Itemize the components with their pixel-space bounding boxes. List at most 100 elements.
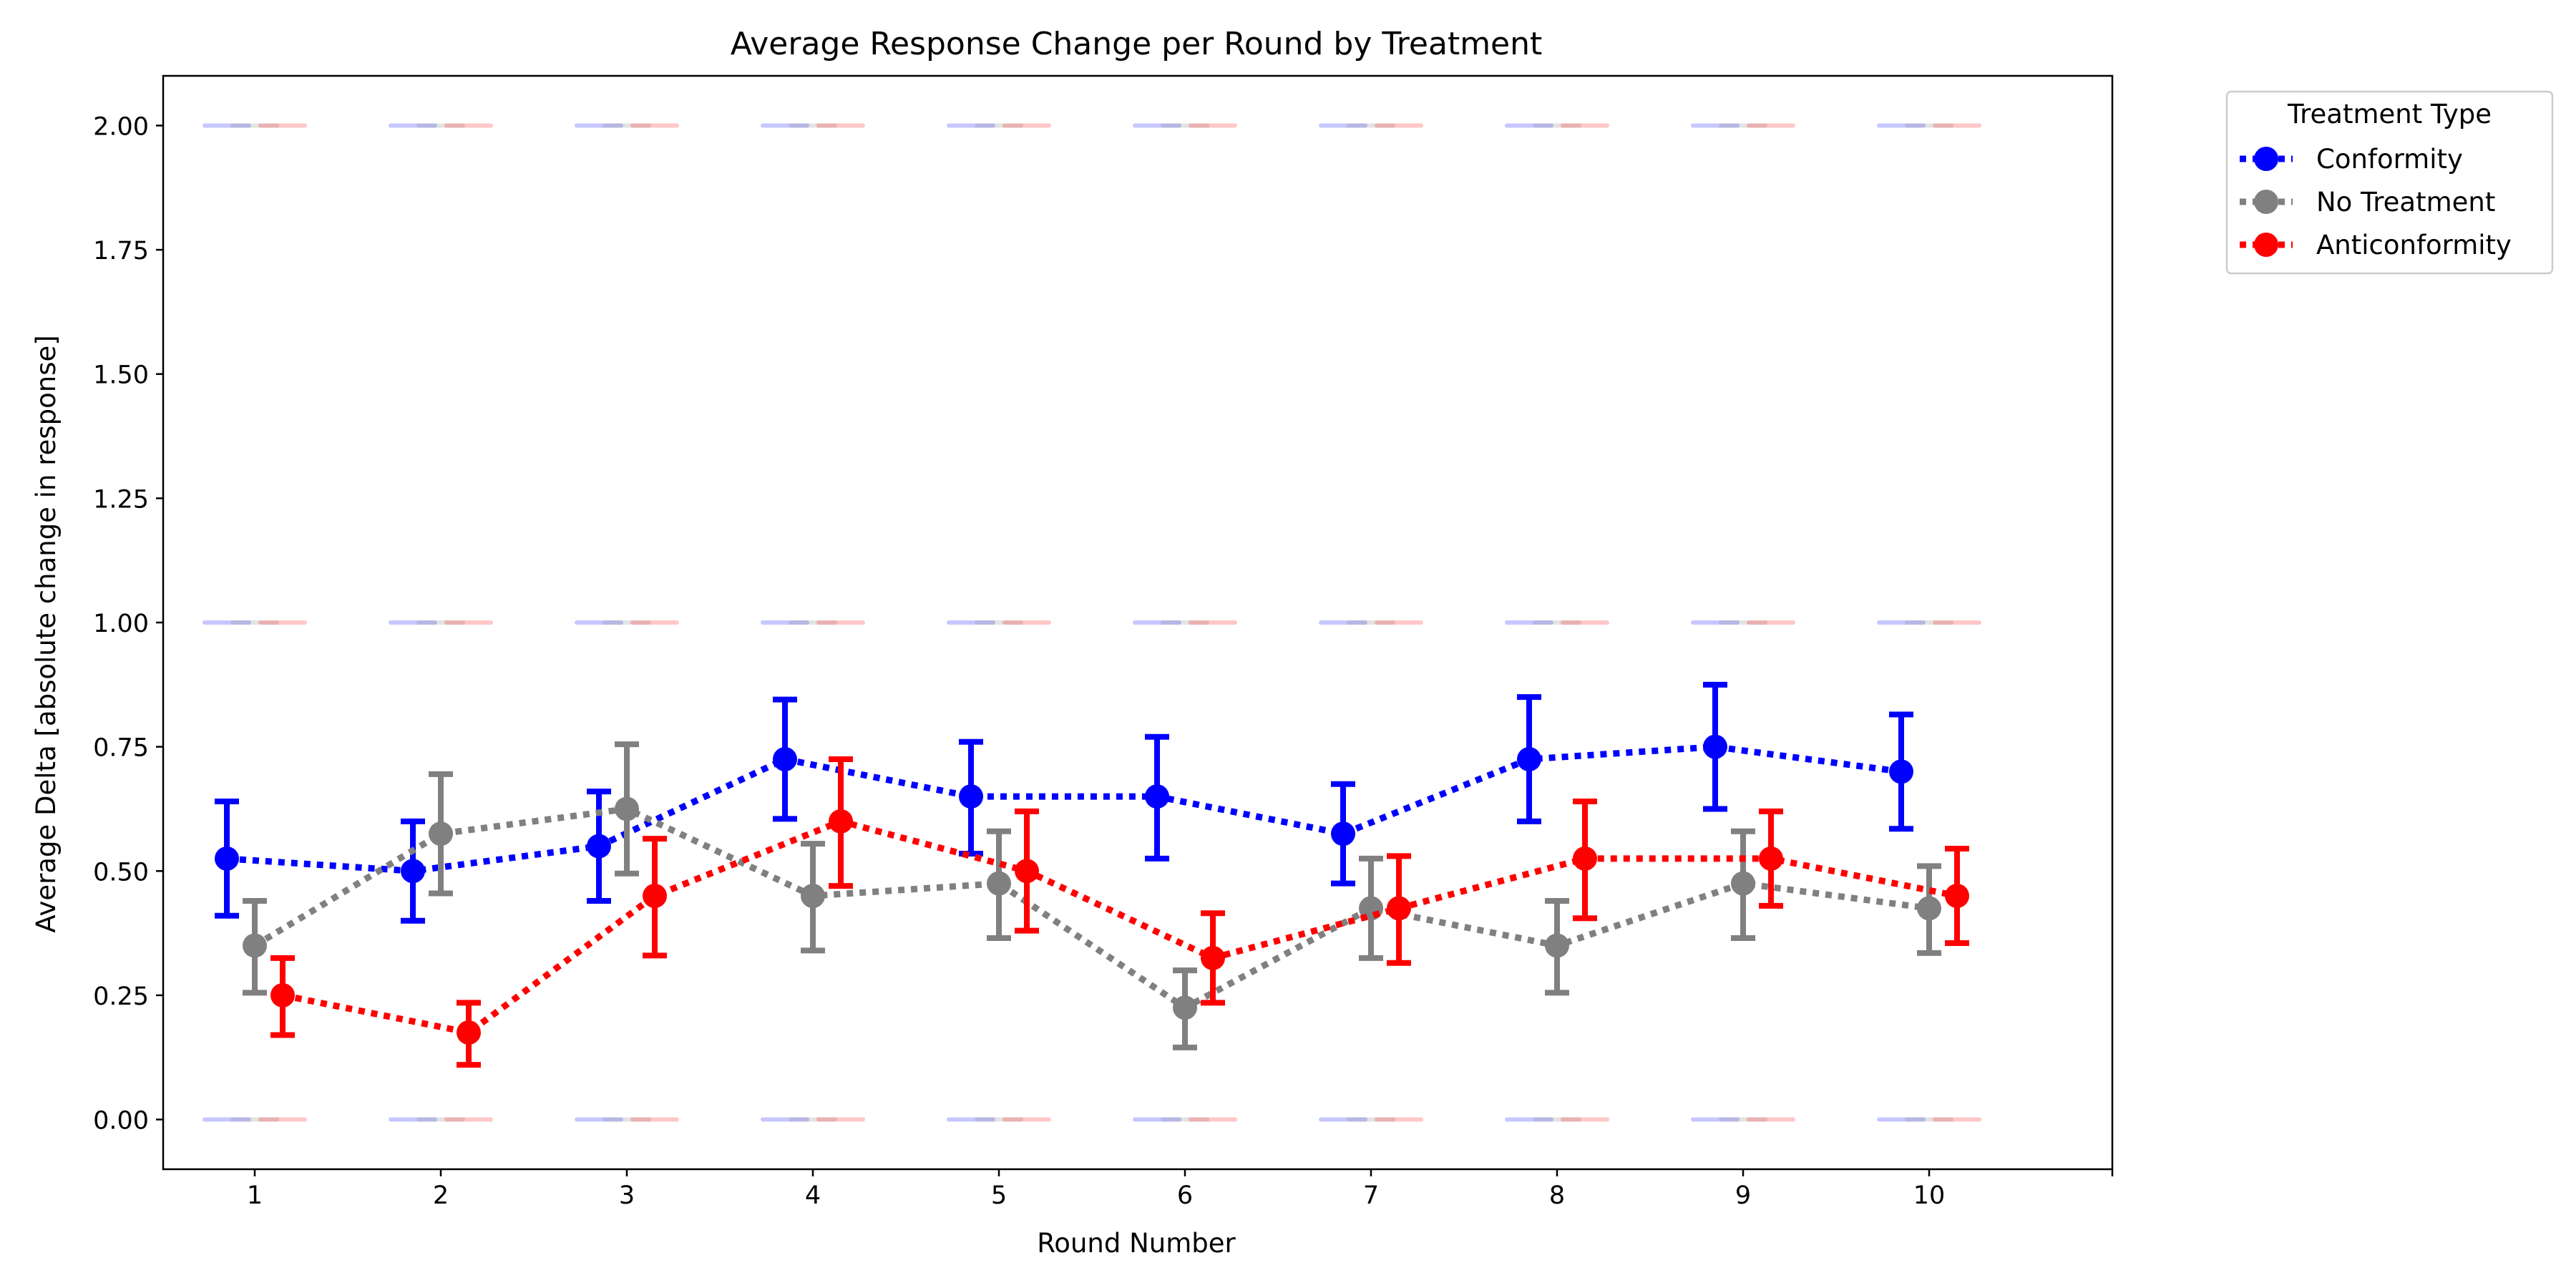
data-point (1517, 747, 1541, 771)
raw-strip (630, 620, 679, 625)
raw-strip (1505, 123, 1553, 128)
raw-points-2 (258, 123, 1981, 1122)
raw-strip (1561, 123, 1609, 128)
raw-strip (1002, 1117, 1051, 1122)
raw-strip (947, 123, 995, 128)
data-point (1573, 846, 1597, 871)
raw-strip (1505, 1117, 1553, 1122)
raw-strip (602, 620, 651, 625)
data-point (1889, 759, 1913, 784)
raw-strip (203, 1117, 251, 1122)
x-tick-label: 1 (247, 1181, 263, 1210)
raw-strip (258, 123, 307, 128)
series-anticonformity (270, 756, 1969, 1068)
raw-strip (630, 123, 679, 128)
data-point (401, 859, 425, 884)
raw-strip (575, 123, 623, 128)
raw-strip (761, 123, 809, 128)
raw-strip (1505, 620, 1553, 625)
y-tick-label: 1.00 (93, 610, 149, 638)
data-point (270, 982, 295, 1008)
raw-strip (1133, 1117, 1181, 1122)
legend-title: Treatment Type (2287, 99, 2492, 130)
data-point (829, 809, 853, 834)
data-point (615, 796, 639, 821)
legend-item-1: No Treatment (2240, 187, 2495, 218)
raw-strip (1133, 620, 1181, 625)
data-point (643, 884, 667, 908)
raw-strip (1319, 1117, 1367, 1122)
raw-strip (1719, 123, 1767, 128)
raw-strip (789, 123, 837, 128)
x-tick-label: 4 (805, 1181, 821, 1210)
data-point (457, 1020, 481, 1045)
raw-strip (444, 620, 493, 625)
raw-strip (230, 1117, 279, 1122)
y-tick-label: 0.25 (93, 982, 149, 1011)
raw-strip (947, 620, 995, 625)
raw-strip (1161, 1117, 1209, 1122)
legend-label: Anticonformity (2316, 230, 2512, 260)
raw-strip (1877, 123, 1926, 128)
raw-strip (575, 620, 623, 625)
raw-strip (1347, 123, 1395, 128)
raw-strip (1747, 123, 1795, 128)
raw-strip (789, 1117, 837, 1122)
raw-strip (258, 1117, 307, 1122)
raw-strip (761, 620, 809, 625)
raw-strip (416, 1117, 465, 1122)
series-conformity (215, 681, 1913, 924)
raw-strip (230, 123, 279, 128)
raw-points-1 (230, 123, 1953, 1122)
data-point (1331, 821, 1355, 847)
y-tick-label: 0.00 (93, 1107, 149, 1136)
data-point (1145, 784, 1169, 809)
raw-strip (1002, 123, 1051, 128)
y-tick-label: 0.50 (93, 858, 149, 887)
raw-strip (1189, 620, 1237, 625)
data-point (1945, 884, 1969, 908)
plot-area: 0.00 0.25 0.50 0.75 1.00 1.25 1.50 1.75 2.00 1 2 3 4… (93, 74, 2114, 1210)
raw-strip (630, 1117, 679, 1122)
raw-strip (416, 620, 465, 625)
raw-strip (416, 123, 465, 128)
data-point (801, 884, 825, 908)
raw-strip (1319, 620, 1367, 625)
raw-points-0 (203, 123, 1926, 1122)
y-tick-label: 2.00 (93, 112, 149, 141)
raw-strip (1347, 620, 1395, 625)
legend-label: No Treatment (2316, 187, 2495, 218)
data-point (1015, 859, 1039, 884)
raw-strip (1691, 1117, 1740, 1122)
x-tick-label: 7 (1363, 1181, 1379, 1210)
x-tick-label: 10 (1913, 1181, 1946, 1210)
raw-strip (1375, 620, 1423, 625)
raw-strip (816, 123, 865, 128)
raw-strip (389, 123, 437, 128)
raw-strip (761, 1117, 809, 1122)
data-point (773, 747, 797, 771)
raw-strip (947, 1117, 995, 1122)
raw-strip (389, 1117, 437, 1122)
raw-strip (1747, 620, 1795, 625)
raw-strip (1877, 1117, 1926, 1122)
x-tick-label: 2 (433, 1181, 449, 1210)
series-no-treatment (243, 741, 1941, 1050)
x-tick-label: 9 (1735, 1181, 1751, 1210)
y-axis-label: Average Delta [absolute change in respon… (31, 335, 62, 932)
raw-strip (1189, 123, 1237, 128)
legend-item-2: Anticonformity (2240, 230, 2512, 260)
y-tick-label: 0.75 (93, 734, 149, 763)
raw-strip (975, 123, 1023, 128)
legend: Treatment Type Conformity No Treatment Anti… (2225, 90, 2554, 275)
raw-strip (444, 123, 493, 128)
y-tick-label: 1.50 (93, 361, 149, 390)
data-point (215, 846, 239, 871)
y-tick-label: 1.75 (93, 237, 149, 265)
data-point (587, 834, 611, 859)
series-line (282, 818, 1958, 1036)
x-tick-label: 5 (991, 1181, 1007, 1210)
data-point (1731, 871, 1755, 896)
